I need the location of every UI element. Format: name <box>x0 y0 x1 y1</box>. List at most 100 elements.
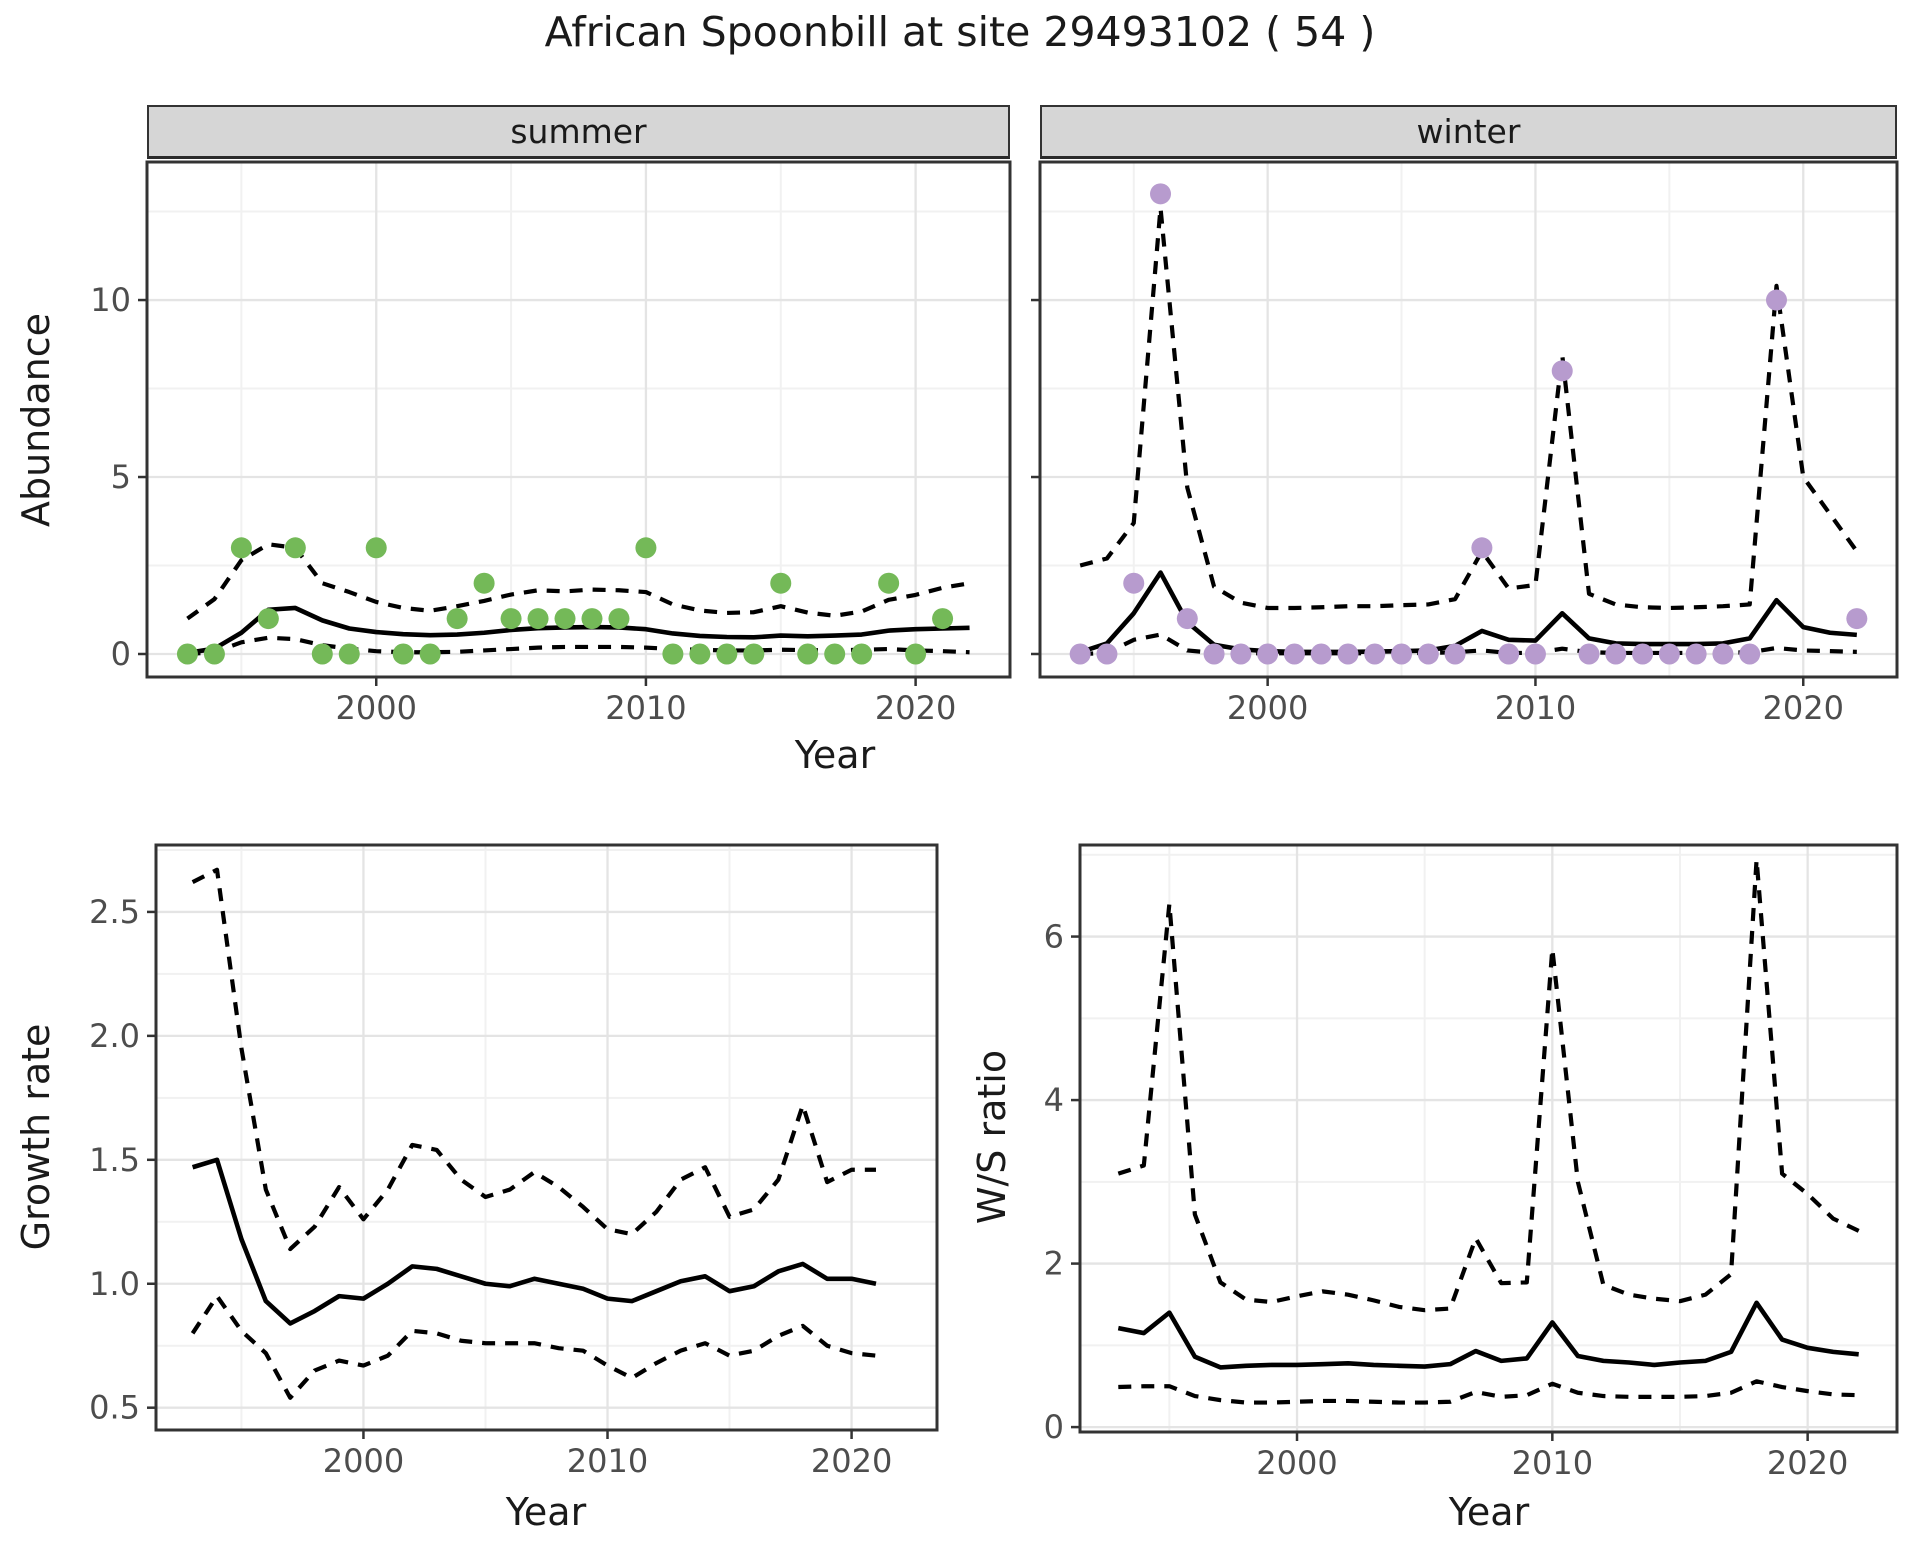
abundance-summer-data-point <box>338 643 360 665</box>
panel-background <box>156 845 937 1430</box>
abundance-winter-panel: 2000 2010 2020 <box>1031 160 1899 727</box>
y-tick-label: 2.0 <box>89 1017 140 1055</box>
panel-border <box>145 160 1012 679</box>
y-axis-title-growth-rate: Growth rate <box>14 1023 58 1251</box>
facet-strip-winter-label: winter <box>1416 112 1521 151</box>
x-axis-title-top-year: Year <box>794 733 876 777</box>
abundance-winter-data-point <box>1283 643 1305 665</box>
panel-border <box>1078 843 1899 1434</box>
x-tick-label: 2000 <box>1227 689 1308 727</box>
abundance-summer-data-point <box>176 643 198 665</box>
abundance-winter-data-point <box>1712 643 1734 665</box>
x-axis-title-growth-year: Year <box>505 1490 587 1534</box>
abundance-summer-data-point <box>527 608 549 630</box>
abundance-winter-data-point <box>1096 643 1118 665</box>
growth-rate-ci-upper-line <box>191 867 876 1252</box>
ws-ratio-ci-upper-line <box>1117 857 1860 1313</box>
abundance-summer-data-point <box>365 537 387 559</box>
abundance-summer-data-point <box>662 643 684 665</box>
y-tick-label: 1.0 <box>89 1265 140 1303</box>
abundance-summer-data-point <box>554 608 576 630</box>
abundance-summer-data-point <box>311 643 333 665</box>
abundance-winter-data-point <box>1444 643 1466 665</box>
abundance-winter-data-point <box>1257 643 1279 665</box>
x-tick-label: 2000 <box>1256 1444 1337 1482</box>
x-tick-label: 2020 <box>811 1442 892 1480</box>
y-tick-label: 0 <box>111 635 131 673</box>
x-tick-label: 2020 <box>1767 1444 1848 1482</box>
abundance-summer-data-point <box>392 643 414 665</box>
facet-strip-summer-label: summer <box>510 112 647 151</box>
ws-ratio-model-fit-line <box>1117 1300 1859 1370</box>
growth-rate-model-fit-line <box>191 1157 877 1326</box>
abundance-winter-data-point <box>1685 643 1707 665</box>
panel-border <box>1038 160 1899 679</box>
abundance-winter-data-point <box>1551 360 1573 382</box>
abundance-winter-data-point <box>1123 572 1145 594</box>
abundance-summer-panel: 2000 2010 2020 0 5 10 <box>90 160 1012 727</box>
abundance-summer-data-point <box>500 608 522 630</box>
x-tick-label: 2020 <box>1763 689 1844 727</box>
x-tick-label: 2010 <box>1495 689 1576 727</box>
facet-strip-summer: summer <box>147 105 1010 159</box>
y-tick-label: 0 <box>1044 1408 1064 1446</box>
x-axis-title-ws-year: Year <box>1448 1490 1530 1534</box>
abundance-summer-data-point <box>878 572 900 594</box>
abundance-summer-data-point <box>230 537 252 559</box>
abundance-summer-ci-upper-line <box>186 542 970 621</box>
facet-strip-winter: winter <box>1040 105 1897 159</box>
abundance-summer-data-point <box>419 643 441 665</box>
y-tick-label: 0.5 <box>89 1389 140 1427</box>
y-tick-label: 2 <box>1044 1245 1064 1283</box>
abundance-winter-data-point <box>1364 643 1386 665</box>
abundance-summer-data-point <box>446 608 468 630</box>
abundance-summer-data-point <box>716 643 738 665</box>
panel-border <box>154 843 939 1432</box>
y-tick-label: 5 <box>111 458 131 496</box>
abundance-winter-data-point <box>1605 643 1627 665</box>
ws-ratio-ci-lower-line <box>1118 1379 1859 1405</box>
y-tick-label: 4 <box>1044 1081 1064 1119</box>
abundance-winter-data-point <box>1578 643 1600 665</box>
abundance-winter-data-point <box>1498 643 1520 665</box>
abundance-summer-data-point <box>581 608 603 630</box>
abundance-winter-data-point <box>1417 643 1439 665</box>
chart-title: African Spoonbill at site 29493102 ( 54 … <box>544 8 1376 56</box>
abundance-summer-data-point <box>473 572 495 594</box>
abundance-winter-model-fit-line <box>1079 570 1858 655</box>
abundance-summer-data-point <box>689 643 711 665</box>
y-tick-label: 2.5 <box>89 893 140 931</box>
x-tick-label: 2010 <box>605 689 686 727</box>
y-tick-label: 1.5 <box>89 1141 140 1179</box>
ws-ratio-panel: 2000 2010 2020 0 2 4 6 <box>1044 843 1899 1482</box>
y-axis-title-abundance: Abundance <box>14 312 58 528</box>
y-tick-label: 10 <box>90 281 131 319</box>
x-tick-label: 2000 <box>336 689 417 727</box>
abundance-winter-data-point <box>1310 643 1332 665</box>
panel-background <box>1040 162 1897 677</box>
abundance-winter-data-point <box>1176 608 1198 630</box>
abundance-winter-data-point <box>1846 608 1868 630</box>
y-tick-label: 6 <box>1044 918 1064 956</box>
abundance-summer-data-point <box>284 537 306 559</box>
abundance-winter-data-point <box>1230 643 1252 665</box>
x-tick-label: 2010 <box>1512 1444 1593 1482</box>
x-tick-label: 2010 <box>567 1442 648 1480</box>
abundance-summer-data-point <box>905 643 927 665</box>
panel-background <box>147 162 1010 677</box>
x-tick-label: 2000 <box>323 1442 404 1480</box>
abundance-winter-data-point <box>1524 643 1546 665</box>
abundance-winter-data-point <box>1739 643 1761 665</box>
x-tick-label: 2020 <box>875 689 956 727</box>
abundance-winter-data-point <box>1203 643 1225 665</box>
abundance-summer-data-point <box>743 643 765 665</box>
panel-background <box>1080 845 1897 1432</box>
abundance-winter-data-point <box>1765 289 1787 311</box>
abundance-summer-data-point <box>851 643 873 665</box>
abundance-winter-ci-upper-line <box>1079 205 1859 611</box>
abundance-winter-data-point <box>1069 643 1091 665</box>
abundance-summer-data-point <box>932 608 954 630</box>
abundance-summer-model-fit-line <box>187 605 970 656</box>
growth-rate-ci-lower-line <box>190 1294 877 1400</box>
